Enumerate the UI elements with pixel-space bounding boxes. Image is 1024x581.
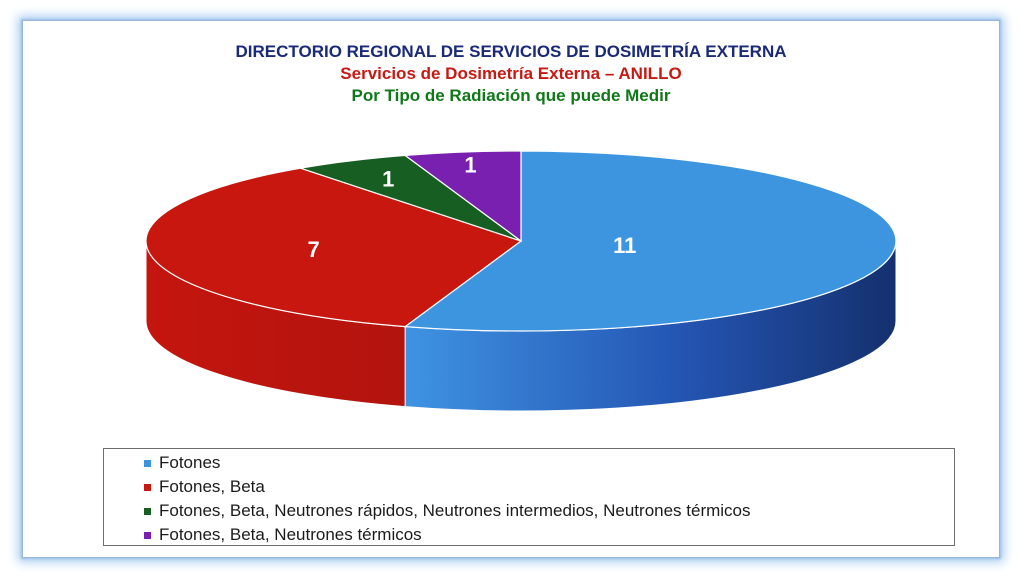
legend-label-fotones-beta: Fotones, Beta [159,477,265,496]
pie-data-label-fotones-beta-neutrones-todos: 1 [382,166,394,191]
pie-data-label-fotones-beta-neutrones-termicos: 1 [464,153,476,178]
legend-label-fotones-beta-neutrones-termicos: Fotones, Beta, Neutrones térmicos [159,525,422,544]
chart-title: DIRECTORIO REGIONAL DE SERVICIOS DE DOSI… [235,42,787,61]
pie-tops [145,150,897,332]
legend-swatch-fotones-beta-neutrones-todos [144,507,151,515]
chart-subtitle: Servicios de Dosimetría Externa – ANILLO [340,64,682,83]
chart-titles: DIRECTORIO REGIONAL DE SERVICIOS DE DOSI… [23,41,999,107]
legend-swatch-fotones [144,459,151,467]
legend-item-fotones-beta: Fotones, Beta [104,475,954,499]
pie-slice-fotones [403,150,897,332]
legend-swatch-fotones-beta-neutrones-termicos [144,531,151,539]
chart-frame: DIRECTORIO REGIONAL DE SERVICIOS DE DOSI… [22,20,1000,558]
pie-data-label-fotones: 11 [613,233,636,258]
legend-item-fotones-beta-neutrones-todos: Fotones, Beta, Neutrones rápidos, Neutro… [104,499,954,523]
pie-data-label-fotones-beta: 7 [307,237,319,262]
pie-slice-fotones-beta-neutrones-termicos [403,150,522,243]
legend: Fotones Fotones, Beta Fotones, Beta, Neu… [103,448,955,546]
legend-item-fotones-beta-neutrones-termicos: Fotones, Beta, Neutrones térmicos [104,523,954,547]
legend-item-fotones: Fotones [104,451,954,475]
legend-label-fotones: Fotones [159,453,221,472]
legend-label-fotones-beta-neutrones-todos: Fotones, Beta, Neutrones rápidos, Neutro… [159,501,751,520]
chart-subtitle-2: Por Tipo de Radiación que puede Medir [351,86,671,105]
legend-swatch-fotones-beta [144,483,151,491]
pie-slice-fotones-beta [145,167,523,328]
